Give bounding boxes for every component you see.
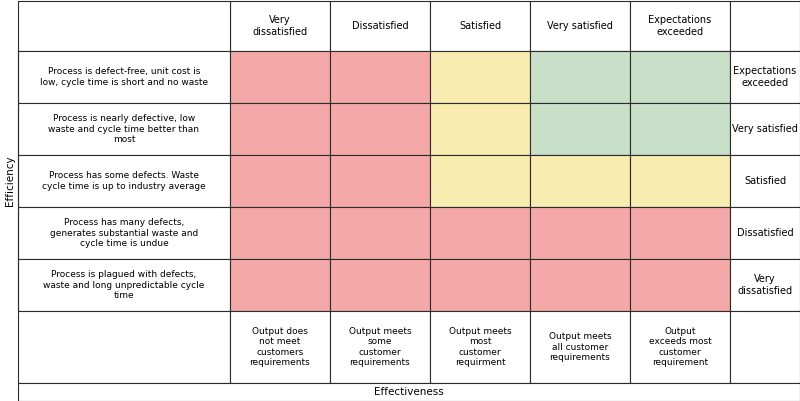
Bar: [330, 155, 430, 207]
Bar: [630, 259, 730, 311]
Bar: [18, 155, 230, 207]
Text: Process has some defects. Waste
cycle time is up to industry average: Process has some defects. Waste cycle ti…: [42, 171, 206, 191]
Text: Process is defect-free, unit cost is
low, cycle time is short and no waste: Process is defect-free, unit cost is low…: [40, 67, 208, 87]
Bar: [18, 383, 800, 401]
Text: Process is nearly defective, low
waste and cycle time better than
most: Process is nearly defective, low waste a…: [49, 114, 199, 144]
Text: Very
dissatisfied: Very dissatisfied: [253, 15, 307, 37]
Text: Output does
not meet
customers
requirements: Output does not meet customers requireme…: [250, 327, 310, 367]
Bar: [230, 311, 330, 383]
Bar: [730, 1, 800, 51]
Bar: [630, 1, 730, 51]
Bar: [430, 103, 530, 155]
Bar: [18, 259, 230, 311]
Bar: [730, 155, 800, 207]
Bar: [330, 103, 430, 155]
Text: Output meets
most
customer
requirment: Output meets most customer requirment: [449, 327, 511, 367]
Text: Efficiency: Efficiency: [5, 156, 15, 206]
Text: Expectations
exceeded: Expectations exceeded: [734, 66, 797, 88]
Bar: [730, 259, 800, 311]
Bar: [18, 207, 230, 259]
Text: Very satisfied: Very satisfied: [547, 21, 613, 31]
Bar: [230, 1, 330, 51]
Text: Satisfied: Satisfied: [459, 21, 501, 31]
Text: Satisfied: Satisfied: [744, 176, 786, 186]
Bar: [230, 103, 330, 155]
Text: Expectations
exceeded: Expectations exceeded: [648, 15, 712, 37]
Bar: [730, 311, 800, 383]
Text: Output meets
some
customer
requirements: Output meets some customer requirements: [349, 327, 411, 367]
Bar: [730, 51, 800, 103]
Bar: [730, 207, 800, 259]
Bar: [530, 311, 630, 383]
Bar: [230, 155, 330, 207]
Bar: [530, 103, 630, 155]
Text: Process has many defects,
generates substantial waste and
cycle time is undue: Process has many defects, generates subs…: [50, 218, 198, 248]
Bar: [630, 155, 730, 207]
Bar: [530, 207, 630, 259]
Bar: [230, 207, 330, 259]
Bar: [530, 1, 630, 51]
Bar: [330, 51, 430, 103]
Bar: [18, 311, 230, 383]
Bar: [430, 207, 530, 259]
Bar: [530, 259, 630, 311]
Bar: [230, 259, 330, 311]
Bar: [530, 155, 630, 207]
Bar: [730, 103, 800, 155]
Bar: [630, 51, 730, 103]
Bar: [630, 207, 730, 259]
Text: Effectiveness: Effectiveness: [374, 387, 444, 397]
Text: Output meets
all customer
requirements: Output meets all customer requirements: [549, 332, 611, 362]
Bar: [430, 311, 530, 383]
Text: Process is plagued with defects,
waste and long unpredictable cycle
time: Process is plagued with defects, waste a…: [43, 270, 205, 300]
Bar: [330, 1, 430, 51]
Text: Very
dissatisfied: Very dissatisfied: [738, 274, 793, 296]
Bar: [430, 155, 530, 207]
Text: Dissatisfied: Dissatisfied: [737, 228, 794, 238]
Bar: [630, 311, 730, 383]
Bar: [330, 259, 430, 311]
Bar: [230, 51, 330, 103]
Bar: [530, 51, 630, 103]
Bar: [18, 103, 230, 155]
Text: Output
exceeds most
customer
requirement: Output exceeds most customer requirement: [649, 327, 711, 367]
Bar: [430, 259, 530, 311]
Bar: [430, 51, 530, 103]
Text: Very satisfied: Very satisfied: [732, 124, 798, 134]
Bar: [330, 207, 430, 259]
Bar: [630, 103, 730, 155]
Bar: [330, 311, 430, 383]
Bar: [18, 51, 230, 103]
Text: Dissatisfied: Dissatisfied: [352, 21, 408, 31]
Bar: [18, 1, 230, 51]
Bar: [430, 1, 530, 51]
